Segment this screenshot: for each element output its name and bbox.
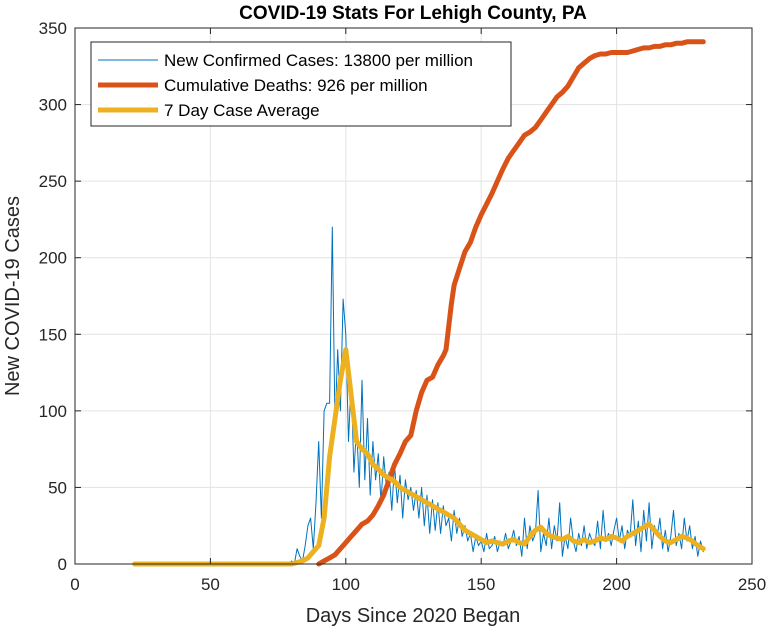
y-tick-label: 300 — [39, 96, 67, 115]
plot-frame — [74, 27, 753, 565]
grid-lines — [75, 28, 752, 564]
y-tick-label: 100 — [39, 402, 67, 421]
x-tick-label: 50 — [201, 575, 220, 594]
x-tick-label: 100 — [332, 575, 360, 594]
x-tick-label: 150 — [467, 575, 495, 594]
y-tick-label: 250 — [39, 172, 67, 191]
series-layer — [132, 39, 706, 567]
y-tick-label: 150 — [39, 325, 67, 344]
legend-box — [90, 41, 512, 127]
legend-label-average: 7 Day Case Average — [164, 101, 320, 120]
legend: New Confirmed Cases: 13800 per million C… — [90, 41, 512, 127]
legend-label-deaths: Cumulative Deaths: 926 per million — [164, 76, 428, 95]
x-tick-label: 0 — [70, 575, 79, 594]
series-line-cumulative-deaths — [316, 39, 706, 567]
x-tick-label: 250 — [738, 575, 766, 594]
y-axis-label: New COVID-19 Cases — [2, 196, 24, 396]
series-line-7-day-average — [132, 347, 706, 567]
y-tick-label: 200 — [39, 249, 67, 268]
y-tick-label: 350 — [39, 19, 67, 38]
axis-ticks: 0 50 100 150 200 250 0 50 100 150 200 250 300 350 — [39, 19, 767, 594]
legend-label-new-cases: New Confirmed Cases: 13800 per million — [164, 51, 473, 70]
x-tick-label: 200 — [602, 575, 630, 594]
y-tick-label: 0 — [58, 555, 67, 574]
y-tick-label: 50 — [48, 478, 67, 497]
x-axis-label: Days Since 2020 Began — [306, 605, 521, 627]
chart-title: COVID-19 Stats For Lehigh County, PA — [239, 3, 587, 24]
